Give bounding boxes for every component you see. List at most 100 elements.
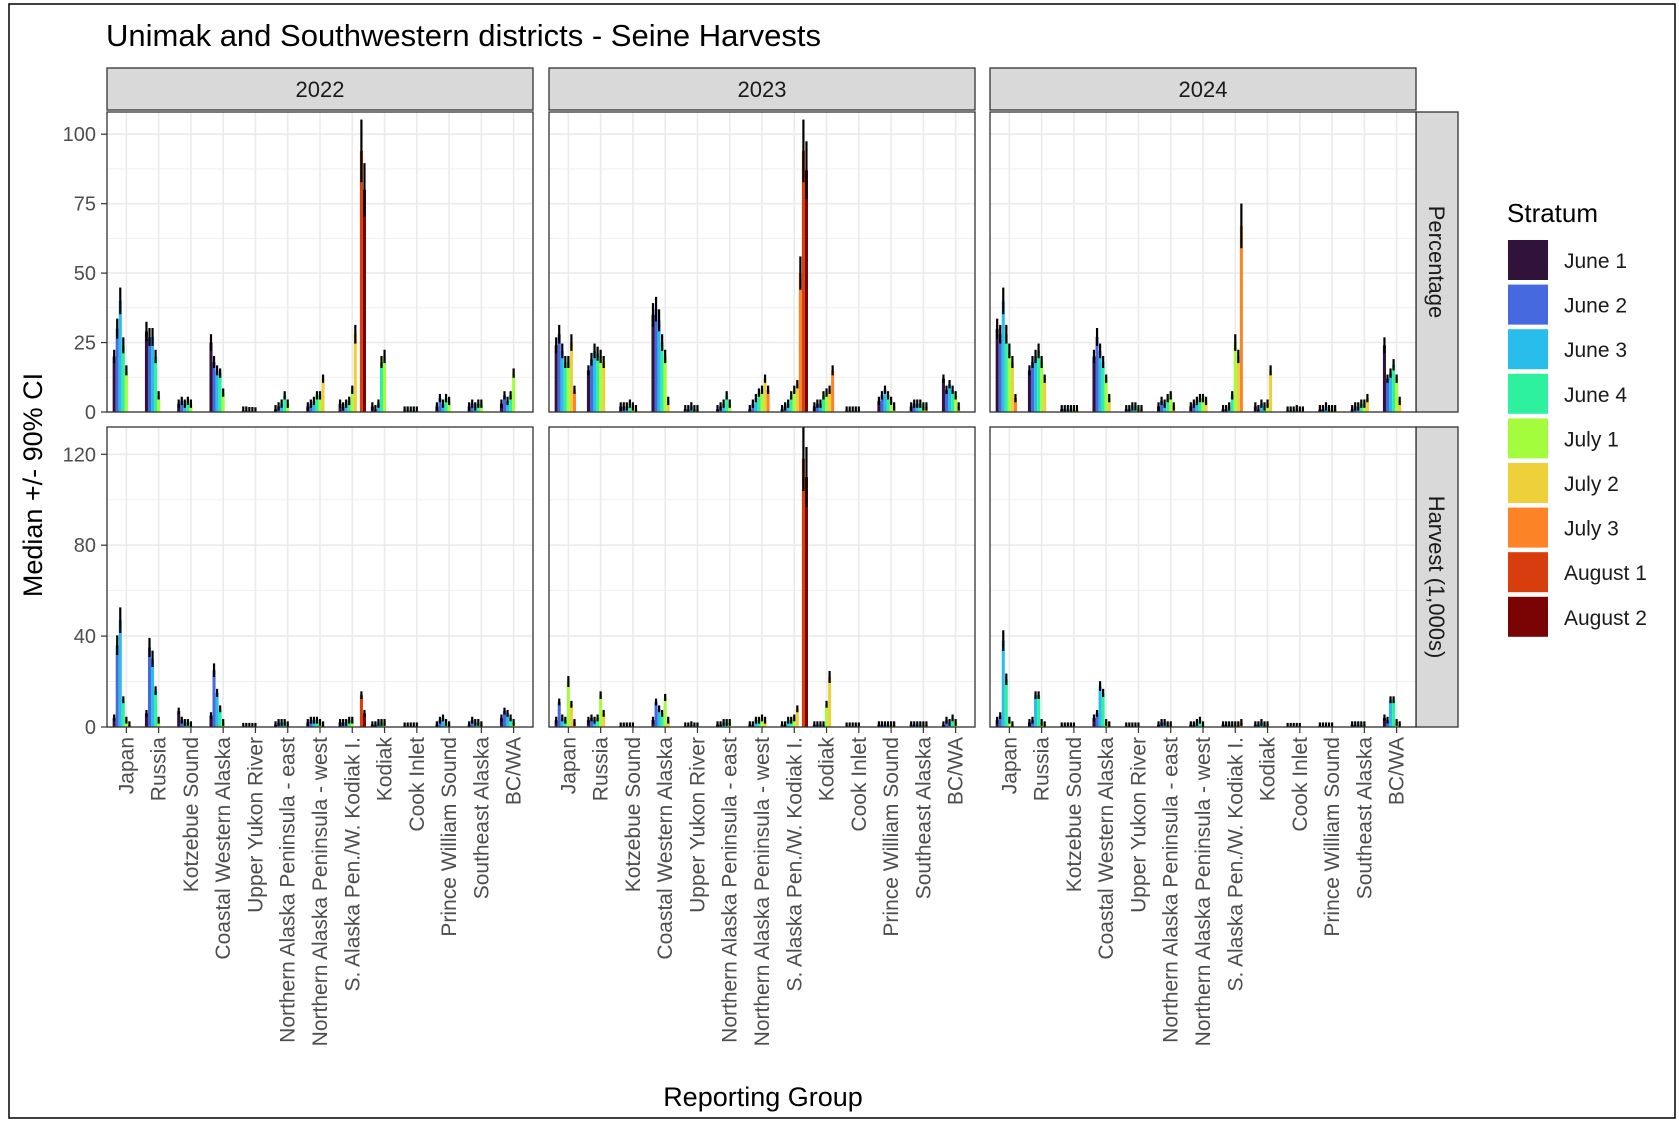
bar-coastal-western-alaska-july-2 bbox=[666, 720, 670, 727]
bar-japan-june-3 bbox=[118, 620, 122, 727]
panel-2023-0 bbox=[548, 111, 976, 413]
bar-coastal-western-alaska-june-1 bbox=[209, 342, 213, 412]
bar-northern-alaska-peninsula-west-july-3 bbox=[766, 389, 770, 412]
bar-japan-july-1 bbox=[1007, 720, 1011, 727]
bar-kodiak-june-4 bbox=[379, 362, 384, 412]
bar-bc-wa-june-1 bbox=[941, 378, 945, 412]
bar-s-alaska-pen-w-kodiak-i--july-1 bbox=[350, 389, 354, 412]
bar-northern-alaska-peninsula-west-july-2 bbox=[763, 378, 767, 412]
y-tick-label: 100 bbox=[63, 124, 96, 146]
bar-northern-alaska-peninsula-west-june-4 bbox=[757, 392, 761, 412]
bar-bc-wa-july-2 bbox=[1398, 400, 1402, 412]
y-tick-label: 120 bbox=[63, 444, 96, 466]
bar-bc-wa-june-3 bbox=[1389, 699, 1393, 727]
bar-northern-alaska-peninsula-west-july-2 bbox=[763, 720, 767, 727]
bar-russia-june-2 bbox=[1030, 720, 1035, 727]
bar-russia-june-3 bbox=[151, 337, 155, 412]
panel-2022-1 bbox=[106, 426, 534, 728]
facet-strip-2022 bbox=[106, 67, 534, 111]
bar-northern-alaska-peninsula-west-july-1 bbox=[760, 389, 764, 412]
bar-japan-june-3 bbox=[1001, 300, 1005, 412]
bar-bc-wa-june-3 bbox=[948, 384, 952, 412]
bar-s-alaska-pen-w-kodiak-i--july-2 bbox=[795, 708, 799, 727]
bar-coastal-western-alaska-july-1 bbox=[1104, 378, 1108, 412]
bar-northern-alaska-peninsula-west-june-3 bbox=[754, 398, 758, 412]
bar-russia-july-1 bbox=[1040, 362, 1044, 412]
bar-bc-wa-june-1 bbox=[1382, 345, 1386, 412]
bar-bc-wa-june-4 bbox=[951, 717, 955, 727]
bar-coastal-western-alaska-june-2 bbox=[654, 702, 658, 727]
x-tick-label: Kodiak bbox=[816, 737, 839, 802]
bar-bc-wa-june-2 bbox=[1385, 720, 1390, 727]
bar-s-alaska-pen-w-kodiak-i--august-1 bbox=[801, 458, 805, 727]
x-tick-label: Prince William Sound bbox=[438, 737, 461, 937]
bar-northern-alaska-peninsula-east-june-4 bbox=[1166, 398, 1170, 412]
bar-japan-june-1 bbox=[554, 720, 558, 727]
bar-kodiak-july-2 bbox=[828, 389, 832, 412]
bar-s-alaska-pen-w-kodiak-i--july-1 bbox=[792, 389, 796, 412]
bar-japan-june-2 bbox=[557, 334, 561, 412]
bar-s-alaska-pen-w-kodiak-i--july-2 bbox=[1236, 356, 1240, 412]
x-tick-label: Cook Inlet bbox=[1289, 737, 1312, 832]
bar-japan-june-1 bbox=[554, 345, 558, 412]
legend-key-july-1 bbox=[1508, 418, 1548, 459]
bar-northern-alaska-peninsula-west-june-4 bbox=[1198, 720, 1202, 727]
bar-bc-wa-june-2 bbox=[944, 720, 949, 727]
x-tick-label: Coastal Western Alaska bbox=[212, 737, 235, 960]
x-tick-label: Northern Alaska Peninsula - east bbox=[719, 737, 742, 1043]
bar-s-alaska-pen-w-kodiak-i--june-4 bbox=[347, 720, 351, 727]
x-tick-label: Japan bbox=[998, 737, 1021, 794]
bar-japan-july-1 bbox=[1007, 350, 1011, 412]
legend-label-june-4: June 4 bbox=[1564, 384, 1627, 407]
bar-bc-wa-june-1 bbox=[1382, 717, 1386, 727]
bar-kotzebue-sound-june-1 bbox=[177, 711, 181, 727]
x-tick-label: Kotzebue Sound bbox=[180, 737, 203, 892]
bar-kodiak-july-1 bbox=[825, 704, 829, 727]
legend-label-june-1: June 1 bbox=[1564, 250, 1627, 273]
legend-key-july-3 bbox=[1508, 507, 1548, 548]
y-tick-label: 80 bbox=[74, 535, 96, 557]
x-tick-label: Prince William Sound bbox=[1321, 737, 1344, 937]
bar-japan-june-3 bbox=[560, 350, 564, 412]
bar-coastal-western-alaska-june-3 bbox=[215, 370, 219, 412]
bar-japan-july-1 bbox=[566, 681, 570, 727]
bar-coastal-western-alaska-june-2 bbox=[212, 362, 216, 412]
bar-japan-june-1 bbox=[995, 720, 999, 727]
facet-row-strip-1 bbox=[1415, 426, 1459, 728]
bar-russia-june-1 bbox=[144, 331, 148, 412]
legend-key-june-3 bbox=[1508, 329, 1548, 370]
bar-bc-wa-june-1 bbox=[499, 717, 503, 727]
bar-prince-william-sound-june-4 bbox=[444, 398, 448, 412]
legend-label-july-2: July 2 bbox=[1564, 473, 1619, 496]
legend-label-august-2: August 2 bbox=[1564, 607, 1647, 630]
bar-s-alaska-pen-w-kodiak-i--june-4 bbox=[789, 720, 793, 727]
bar-russia-june-3 bbox=[593, 350, 597, 412]
panels-layer: 2022 2023 2024 Percentage Harvest (1,000s) 0 2… bbox=[63, 67, 1459, 1046]
panel-border bbox=[548, 111, 976, 413]
facet-row-label-0: Percentage bbox=[1424, 206, 1449, 319]
y-tick-label: 25 bbox=[74, 333, 96, 355]
x-axis-label: Reporting Group bbox=[663, 1082, 863, 1112]
bar-s-alaska-pen-w-kodiak-i--august-1 bbox=[359, 150, 363, 412]
bar-kotzebue-sound-june-2 bbox=[180, 400, 184, 412]
bar-s-alaska-pen-w-kodiak-i--july-1 bbox=[350, 720, 354, 727]
x-tick-label: Kodiak bbox=[1257, 737, 1280, 802]
x-tick-label: Kotzebue Sound bbox=[1063, 737, 1086, 892]
legend-key-july-2 bbox=[1508, 463, 1548, 503]
bar-japan-june-2 bbox=[557, 702, 561, 727]
y-tick-label: 0 bbox=[85, 402, 96, 424]
bar-coastal-western-alaska-july-2 bbox=[666, 400, 670, 412]
x-tick-label: Upper Yukon River bbox=[244, 737, 267, 913]
bar-bc-wa-june-3 bbox=[506, 400, 510, 412]
bar-coastal-western-alaska-june-2 bbox=[654, 309, 658, 412]
bar-japan-june-4 bbox=[1004, 679, 1008, 727]
bar-russia-july-2 bbox=[1043, 378, 1047, 412]
bar-bc-wa-june-2 bbox=[1385, 378, 1390, 412]
x-tick-label: Kotzebue Sound bbox=[622, 737, 645, 892]
bar-russia-june-4 bbox=[154, 690, 158, 727]
bar-russia-july-1 bbox=[599, 356, 603, 412]
bar-prince-william-sound-june-2 bbox=[438, 720, 442, 727]
bar-northern-alaska-peninsula-west-july-1 bbox=[760, 717, 764, 727]
